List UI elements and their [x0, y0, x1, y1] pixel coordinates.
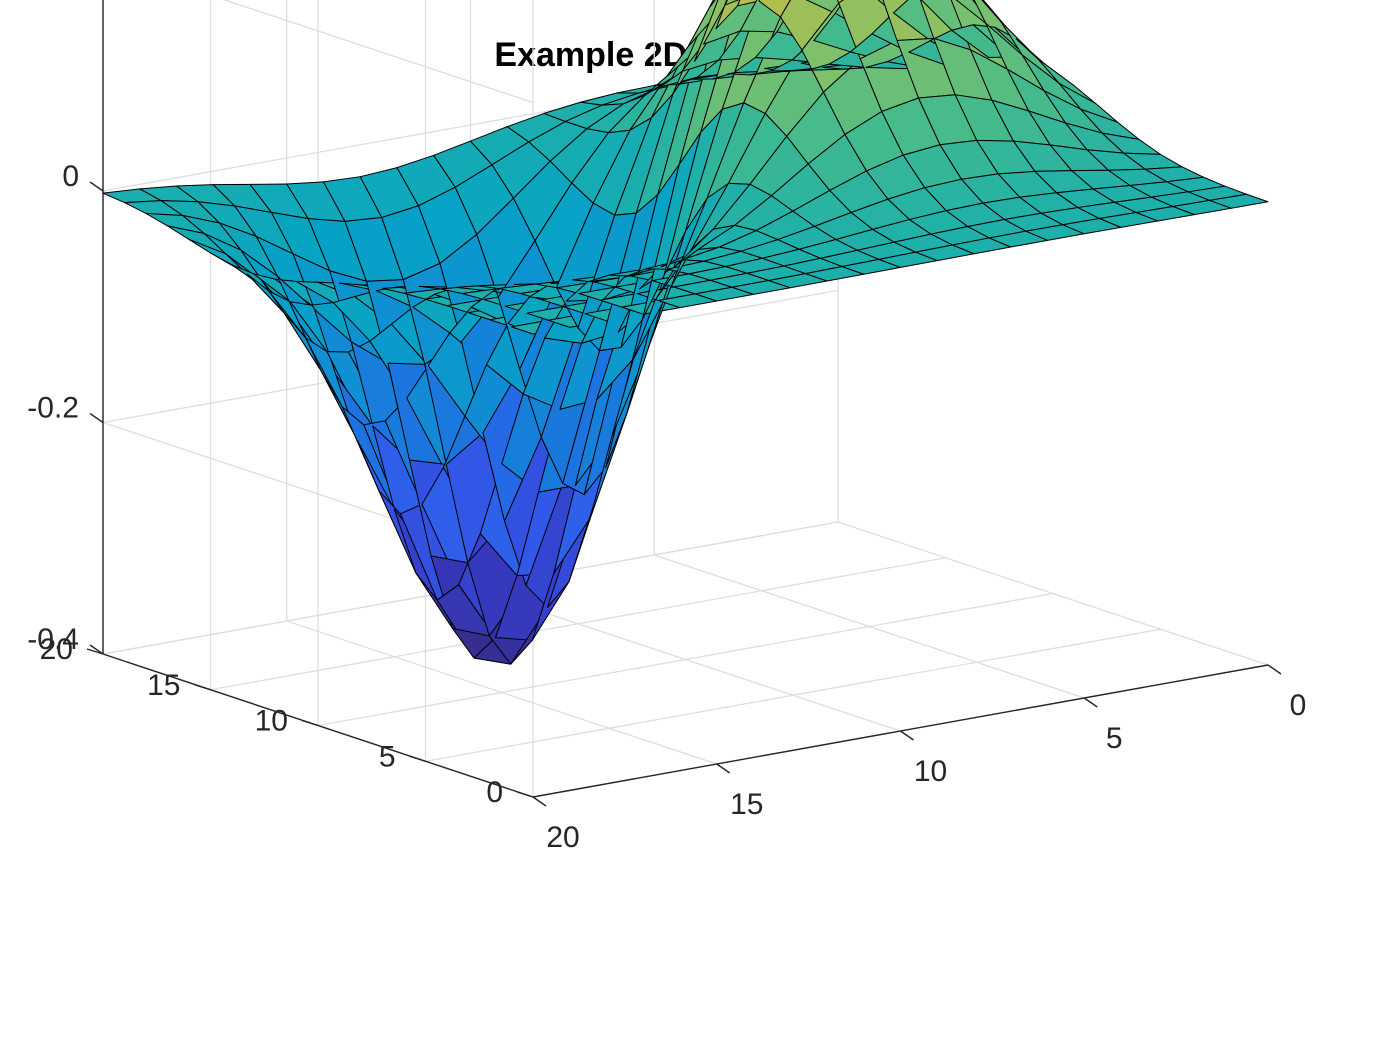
y-tick-mark	[86, 648, 104, 655]
x-tick-label: 0	[1290, 689, 1307, 722]
y-tick-mark	[301, 719, 319, 727]
y-tick-label: 15	[147, 669, 180, 702]
surface-facet	[1209, 193, 1269, 209]
z-tick-label: -0.4	[27, 623, 79, 656]
x-tick-label: 5	[1106, 722, 1123, 755]
z-tick-mark	[89, 644, 104, 655]
y-tick-label: 5	[379, 740, 396, 773]
grid-line-floor-y	[210, 557, 946, 691]
y-tick-mark	[409, 755, 426, 762]
x-tick-mark	[900, 730, 914, 741]
y-tick-mark	[194, 684, 211, 691]
x-tick-mark	[1083, 697, 1098, 708]
y-tick-mark	[516, 791, 534, 798]
surface-facet	[724, 0, 740, 6]
x-tick-mark	[716, 763, 731, 774]
z-tick-label: 0	[62, 160, 79, 193]
x-tick-label: 15	[730, 788, 763, 821]
z-tick-mark	[89, 181, 104, 192]
x-tick-label: 10	[914, 755, 947, 788]
grid-line-floor-y	[425, 628, 1161, 762]
grid-line-floor-y	[317, 592, 1054, 727]
x-tick-label: 20	[546, 821, 579, 854]
grid-line-backwall-z	[222, 0, 534, 104]
z-tick-mark	[89, 412, 104, 424]
y-tick-label: 20	[40, 633, 73, 666]
surface-facet	[737, 0, 760, 7]
surface-facet	[715, 0, 741, 30]
y-tick-label: 0	[486, 776, 503, 809]
surface-plot	[102, 0, 1269, 665]
x-tick-mark	[1267, 664, 1282, 675]
x-tick-mark	[532, 796, 547, 807]
y-tick-label: 10	[255, 705, 288, 738]
z-tick-label: -0.2	[27, 392, 79, 425]
surface-facet	[709, 0, 716, 8]
